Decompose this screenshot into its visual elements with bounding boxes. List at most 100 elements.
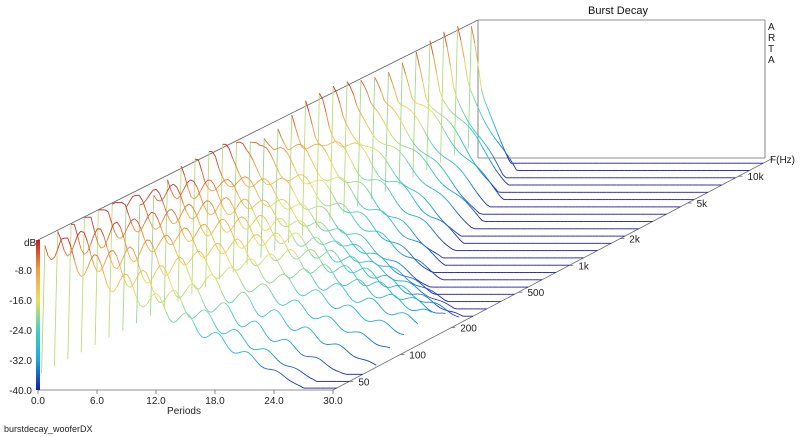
decay-slice-segment: [232, 222, 237, 229]
decay-slice-segment: [366, 336, 371, 341]
decay-slice-segment: [313, 379, 317, 382]
decay-slice-segment: [287, 378, 291, 382]
decay-slice-segment: [369, 361, 374, 364]
decay-slice-segment: [261, 315, 265, 318]
decay-slice-segment: [490, 183, 495, 189]
decay-slice-segment: [354, 258, 359, 263]
decay-slice-segment: [146, 281, 150, 284]
decay-slice-segment: [280, 314, 285, 321]
decay-slice-segment: [447, 158, 452, 162]
decay-slice-segment: [321, 206, 326, 210]
decay-slice-segment: [438, 295, 442, 299]
decay-slice-segment: [257, 362, 262, 367]
decay-slice-segment: [257, 322, 262, 327]
watermark-letter: A: [768, 55, 775, 66]
decay-slice-segment: [270, 253, 274, 256]
decay-slice-segment: [378, 304, 383, 309]
decay-slice-segment: [280, 147, 284, 150]
decay-slice-segment: [350, 268, 355, 274]
decay-slice-segment: [190, 196, 195, 200]
decay-slice-segment: [256, 263, 261, 271]
decay-slice-segment: [499, 145, 504, 150]
decay-slice-segment: [361, 177, 365, 180]
decay-slice-segment: [319, 93, 324, 100]
decay-slice-segment: [378, 151, 383, 156]
decay-slice-segment: [344, 330, 348, 333]
decay-slice-segment: [437, 299, 442, 302]
decay-slice-segment: [213, 184, 218, 193]
decay-slice-segment: [330, 228, 335, 231]
decay-slice-segment: [401, 302, 406, 307]
decay-slice-segment: [172, 289, 176, 292]
decay-slice-segment: [163, 234, 168, 237]
decay-slice-segment: [258, 178, 263, 182]
decay-slice-segment: [247, 296, 252, 304]
z-tick-label: 200: [460, 324, 477, 335]
decay-slice-segment: [194, 229, 199, 237]
decay-slice-segment: [333, 269, 338, 273]
decay-slice-segment: [107, 211, 112, 223]
decay-slice-segment: [415, 279, 420, 283]
decay-slice-segment: [175, 317, 180, 322]
decay-slice-segment: [264, 348, 268, 351]
decay-slice-segment: [145, 209, 150, 220]
decay-slice-segment: [208, 333, 213, 337]
decay-slice-segment: [460, 239, 465, 244]
decay-slice-segment: [414, 200, 419, 206]
decay-slice-segment: [396, 217, 401, 220]
decay-slice-segment: [225, 231, 230, 233]
decay-slice-segment: [404, 312, 409, 316]
decay-slice-segment: [447, 303, 452, 307]
decay-slice-segment: [148, 279, 154, 290]
decay-slice-segment: [370, 102, 375, 108]
decay-slice-segment: [424, 131, 429, 138]
decay-slice-segment: [404, 248, 409, 253]
decay-slice-segment: [315, 193, 320, 200]
decay-slice-segment: [423, 264, 428, 268]
decay-slice-segment: [430, 270, 435, 274]
decay-slice-segment: [398, 298, 403, 303]
decay-slice-segment: [142, 200, 147, 210]
decay-slice-segment: [401, 183, 405, 187]
decay-slice-segment: [362, 261, 366, 263]
decay-slice-segment: [444, 299, 449, 303]
decay-slice-segment: [417, 262, 422, 266]
decay-slice-segment: [441, 297, 446, 301]
decay-slice-segment: [427, 202, 432, 208]
decay-slice-segment: [339, 371, 344, 374]
decay-slice-segment: [345, 250, 350, 256]
decay-slice-segment: [501, 178, 506, 183]
decay-slice-segment: [150, 195, 155, 316]
decay-slice-segment: [404, 255, 408, 258]
decay-slice-segment: [329, 86, 334, 222]
footer-label: burstdecay_wooferDX: [4, 424, 93, 434]
decay-slice-segment: [398, 179, 403, 184]
decay-slice-segment: [345, 291, 350, 297]
decay-slice-segment: [217, 249, 222, 254]
decay-slice-segment: [218, 219, 223, 223]
decay-slice-segment: [356, 199, 361, 205]
decay-slice-segment: [296, 349, 301, 354]
decay-slice-segment: [360, 267, 365, 270]
decay-slice-segment: [409, 276, 413, 279]
decay-slice-segment: [382, 155, 387, 161]
decay-slice-segment: [244, 350, 249, 353]
decay-slice-segment: [159, 296, 164, 304]
decay-slice-segment: [168, 219, 173, 224]
decay-slice-segment: [303, 373, 308, 377]
decay-slice-segment: [307, 145, 312, 149]
decay-slice-segment: [356, 248, 361, 253]
decay-slice-segment: [306, 269, 311, 274]
decay-slice-segment: [349, 86, 355, 95]
decay-slice-segment: [329, 366, 334, 370]
decay-slice-segment: [61, 237, 65, 240]
decay-slice-segment: [502, 174, 507, 179]
decay-slice-segment: [324, 208, 329, 213]
decay-slice-segment: [221, 292, 226, 300]
decay-slice-segment: [327, 212, 332, 219]
decay-slice-segment: [182, 290, 187, 297]
decay-slice-segment: [195, 212, 200, 222]
decay-slice-segment: [432, 172, 437, 178]
decay-slice-segment: [204, 223, 209, 228]
decay-slice-segment: [405, 159, 410, 165]
